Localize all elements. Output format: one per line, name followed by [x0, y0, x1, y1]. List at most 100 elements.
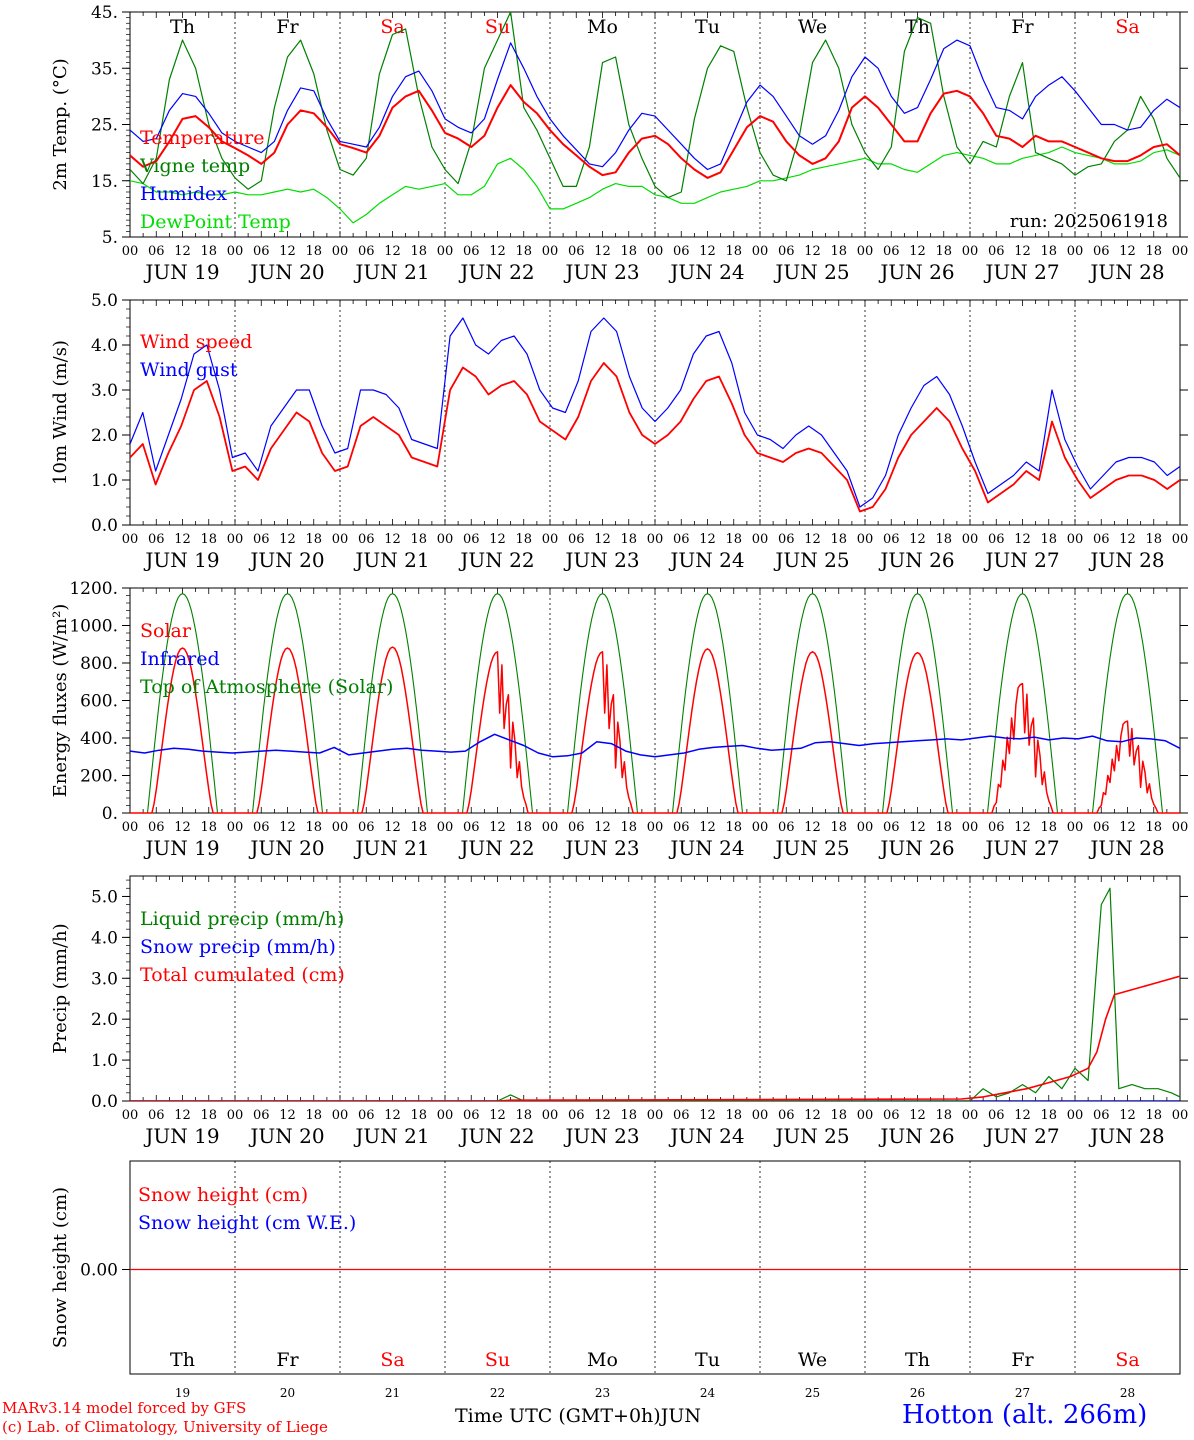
series-vigne-temp	[130, 12, 1180, 199]
x-hour-label: 12	[594, 244, 611, 259]
x-hour-label: 18	[200, 1108, 217, 1123]
x-hour-label: 00	[752, 244, 769, 259]
x-date-label: JUN 25	[773, 548, 849, 572]
x-hour-label: 00	[1067, 820, 1084, 835]
x-hour-label: 06	[883, 1108, 900, 1123]
y-tick-label: 4.0	[91, 928, 118, 948]
y-tick-label: 200.	[80, 767, 118, 787]
series-wind-gust	[130, 317, 1180, 508]
x-hour-label: 18	[935, 244, 952, 259]
x-hour-label: 06	[358, 532, 375, 547]
x-hour-label: 18	[620, 1108, 637, 1123]
x-hour-label: 06	[463, 820, 480, 835]
x-hour-label: 00	[647, 244, 664, 259]
legend-wind-speed: Wind speed	[140, 331, 252, 353]
x-hour-label: 00	[437, 820, 454, 835]
x-hour-label: 18	[305, 1108, 322, 1123]
x-date-label: JUN 19	[143, 260, 219, 284]
y-tick-label: 45.	[91, 3, 118, 23]
x-date-label: JUN 23	[563, 260, 639, 284]
x-hour-label: 18	[1145, 244, 1162, 259]
x-hour-label: 12	[1014, 1108, 1031, 1123]
x-hour-label: 00	[542, 1108, 559, 1123]
x-date-label: JUN 26	[878, 548, 954, 572]
y-axis-label: 2m Temp. (°C)	[50, 58, 71, 190]
x-hour-label: 00	[1172, 244, 1189, 259]
legend-infrared: Infrared	[140, 648, 220, 670]
x-hour-label: 00	[962, 820, 979, 835]
legend-snow-precip-mm-h: Snow precip (mm/h)	[140, 936, 336, 958]
legend-total-cumulated-cm: Total cumulated (cm)	[140, 964, 345, 986]
x-hour-label: 00	[752, 820, 769, 835]
y-tick-label: 3.0	[91, 969, 118, 989]
y-tick-label: 5.0	[91, 887, 118, 907]
x-hour-label: 18	[410, 1108, 427, 1123]
x-hour-label: 00	[332, 532, 349, 547]
day-number-label: 20	[280, 1386, 295, 1400]
x-hour-label: 06	[988, 532, 1005, 547]
x-hour-label: 12	[804, 532, 821, 547]
x-hour-label: 00	[437, 532, 454, 547]
y-tick-label: 2.0	[91, 1010, 118, 1030]
series-liquid-precip-mm-h	[130, 887, 1180, 1101]
x-hour-label: 12	[699, 820, 716, 835]
x-hour-label: 12	[804, 1108, 821, 1123]
y-tick-label: 25.	[91, 116, 118, 136]
x-hour-label: 12	[384, 1108, 401, 1123]
x-hour-label: 18	[410, 532, 427, 547]
day-number-label: 22	[490, 1386, 505, 1400]
x-hour-label: 12	[174, 244, 191, 259]
x-date-label: JUN 21	[353, 1124, 429, 1148]
x-hour-label: 12	[804, 820, 821, 835]
x-hour-label: 12	[1014, 532, 1031, 547]
x-hour-label: 06	[883, 532, 900, 547]
y-tick-label: 800.	[80, 654, 118, 674]
x-hour-label: 18	[935, 532, 952, 547]
legend-temperature: Temperature	[140, 127, 264, 149]
y-tick-label: 35.	[91, 59, 118, 79]
x-date-label: JUN 22	[458, 260, 534, 284]
x-hour-label: 00	[227, 820, 244, 835]
legend-liquid-precip-mm-h: Liquid precip (mm/h)	[140, 908, 344, 930]
y-tick-label: 0.0	[91, 516, 118, 536]
x-date-label: JUN 21	[353, 836, 429, 860]
x-date-label: JUN 28	[1088, 836, 1164, 860]
x-hour-label: 12	[909, 1108, 926, 1123]
y-tick-label: 0.00	[80, 1261, 118, 1281]
y-tick-label: 3.0	[91, 381, 118, 401]
x-hour-label: 06	[148, 820, 165, 835]
series-total-cumulated-cm	[130, 975, 1180, 1101]
legend-dewpoint-temp: DewPoint Temp	[140, 211, 291, 233]
day-abbrev-label: Th	[170, 16, 195, 38]
legend-vigne-temp: Vigne temp	[139, 155, 250, 177]
x-hour-label: 06	[988, 1108, 1005, 1123]
x-hour-label: 18	[620, 244, 637, 259]
x-date-label: JUN 26	[878, 836, 954, 860]
x-date-label: JUN 23	[563, 1124, 639, 1148]
x-hour-label: 06	[148, 244, 165, 259]
x-date-label: JUN 26	[878, 1124, 954, 1148]
x-hour-label: 06	[253, 820, 270, 835]
series-wind-speed	[130, 362, 1180, 513]
y-tick-label: 0.0	[91, 1092, 118, 1112]
x-hour-label: 18	[515, 820, 532, 835]
x-date-label: JUN 27	[983, 1124, 1059, 1148]
y-axis-label: Precip (mm/h)	[50, 923, 71, 1053]
day-abbrev-label: Tu	[695, 16, 720, 38]
x-axis-title: Time UTC (GMT+0h)JUN	[455, 1405, 701, 1427]
y-tick-label: 1.0	[91, 471, 118, 491]
x-hour-label: 12	[279, 1108, 296, 1123]
x-hour-label: 12	[174, 820, 191, 835]
x-date-label: JUN 27	[983, 836, 1059, 860]
y-tick-label: 5.	[102, 228, 118, 248]
x-date-label: JUN 24	[668, 836, 744, 860]
legend-top-of-atmosphere-solar: Top of Atmosphere (Solar)	[140, 676, 393, 698]
x-hour-label: 18	[1145, 820, 1162, 835]
x-hour-label: 00	[647, 1108, 664, 1123]
x-hour-label: 06	[1093, 244, 1110, 259]
x-hour-label: 00	[122, 532, 139, 547]
x-hour-label: 18	[515, 244, 532, 259]
x-hour-label: 18	[410, 244, 427, 259]
x-hour-label: 06	[883, 244, 900, 259]
y-axis-label: 10m Wind (m/s)	[50, 340, 71, 485]
